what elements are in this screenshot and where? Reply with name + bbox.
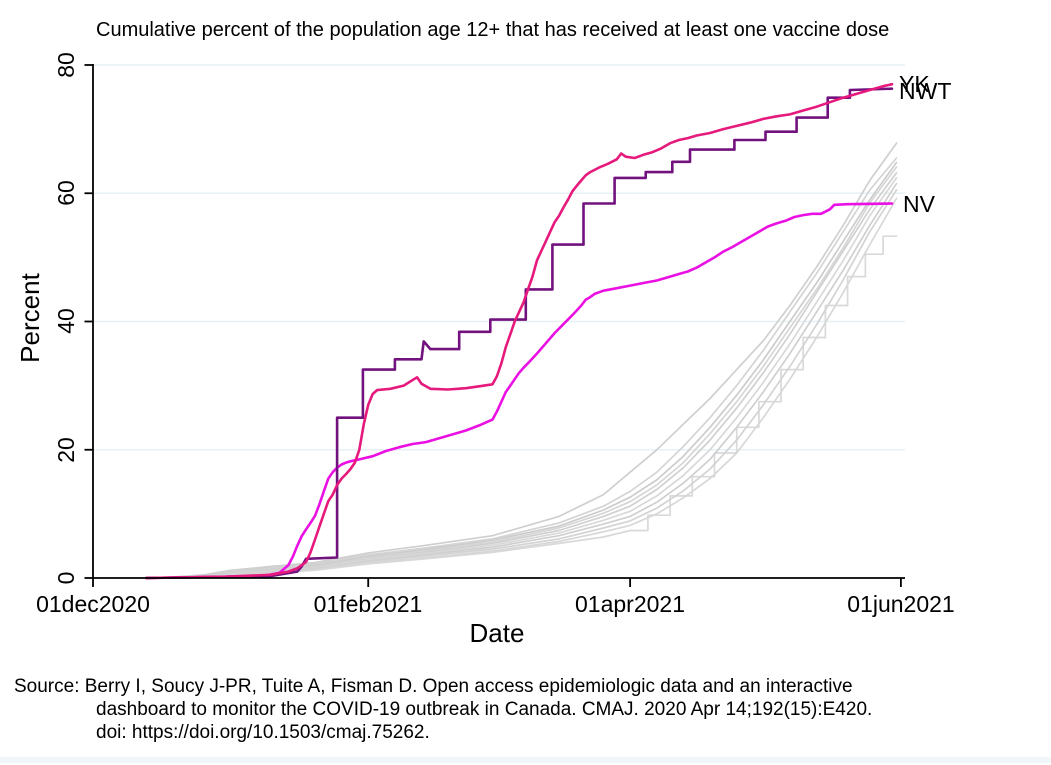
series-other-province-7-line <box>158 182 898 579</box>
source-note-line-1: Source: Berry I, Soucy J-PR, Tuite A, Fi… <box>14 676 853 697</box>
source-note: Source: Berry I, Soucy J-PR, Tuite A, Fi… <box>14 675 994 744</box>
series-end-label-nwt: NWT <box>899 78 952 104</box>
window-edge-strip <box>0 757 1051 763</box>
series-end-label-nv: NV <box>903 191 935 217</box>
series-other-province-9-line <box>158 197 898 579</box>
plot-area <box>84 64 905 587</box>
x-axis-title: Date <box>469 618 525 648</box>
series-NV-line <box>145 202 894 580</box>
source-note-line-2: dashboard to monitor the COVID-19 outbre… <box>96 699 873 720</box>
y-tick-label-80: 80 <box>53 52 79 78</box>
x-tick-label-2: 01apr2021 <box>575 591 685 617</box>
series-other-province-1-line <box>158 142 898 579</box>
series-end-label-yk: YK <box>899 71 930 97</box>
y-tick-label-40: 40 <box>53 308 79 334</box>
x-tick-label-3: 01jun2021 <box>847 591 955 617</box>
series-other-province-5-line <box>158 171 898 579</box>
x-tick-label-0: 01dec2020 <box>36 591 150 617</box>
source-note-line-3: doi: https://doi.org/10.1503/cmaj.75262. <box>96 722 430 743</box>
series-YK-line <box>145 82 894 580</box>
series-NWT-line <box>145 87 894 580</box>
series-other-province-6-line <box>158 177 898 579</box>
x-tick-label-1: 01feb2021 <box>313 591 423 617</box>
chart-title: Cumulative percent of the population age… <box>96 19 890 41</box>
y-axis-title: Percent <box>15 273 45 363</box>
y-tick-label-20: 20 <box>53 437 79 463</box>
y-tick-label-60: 60 <box>53 180 79 206</box>
